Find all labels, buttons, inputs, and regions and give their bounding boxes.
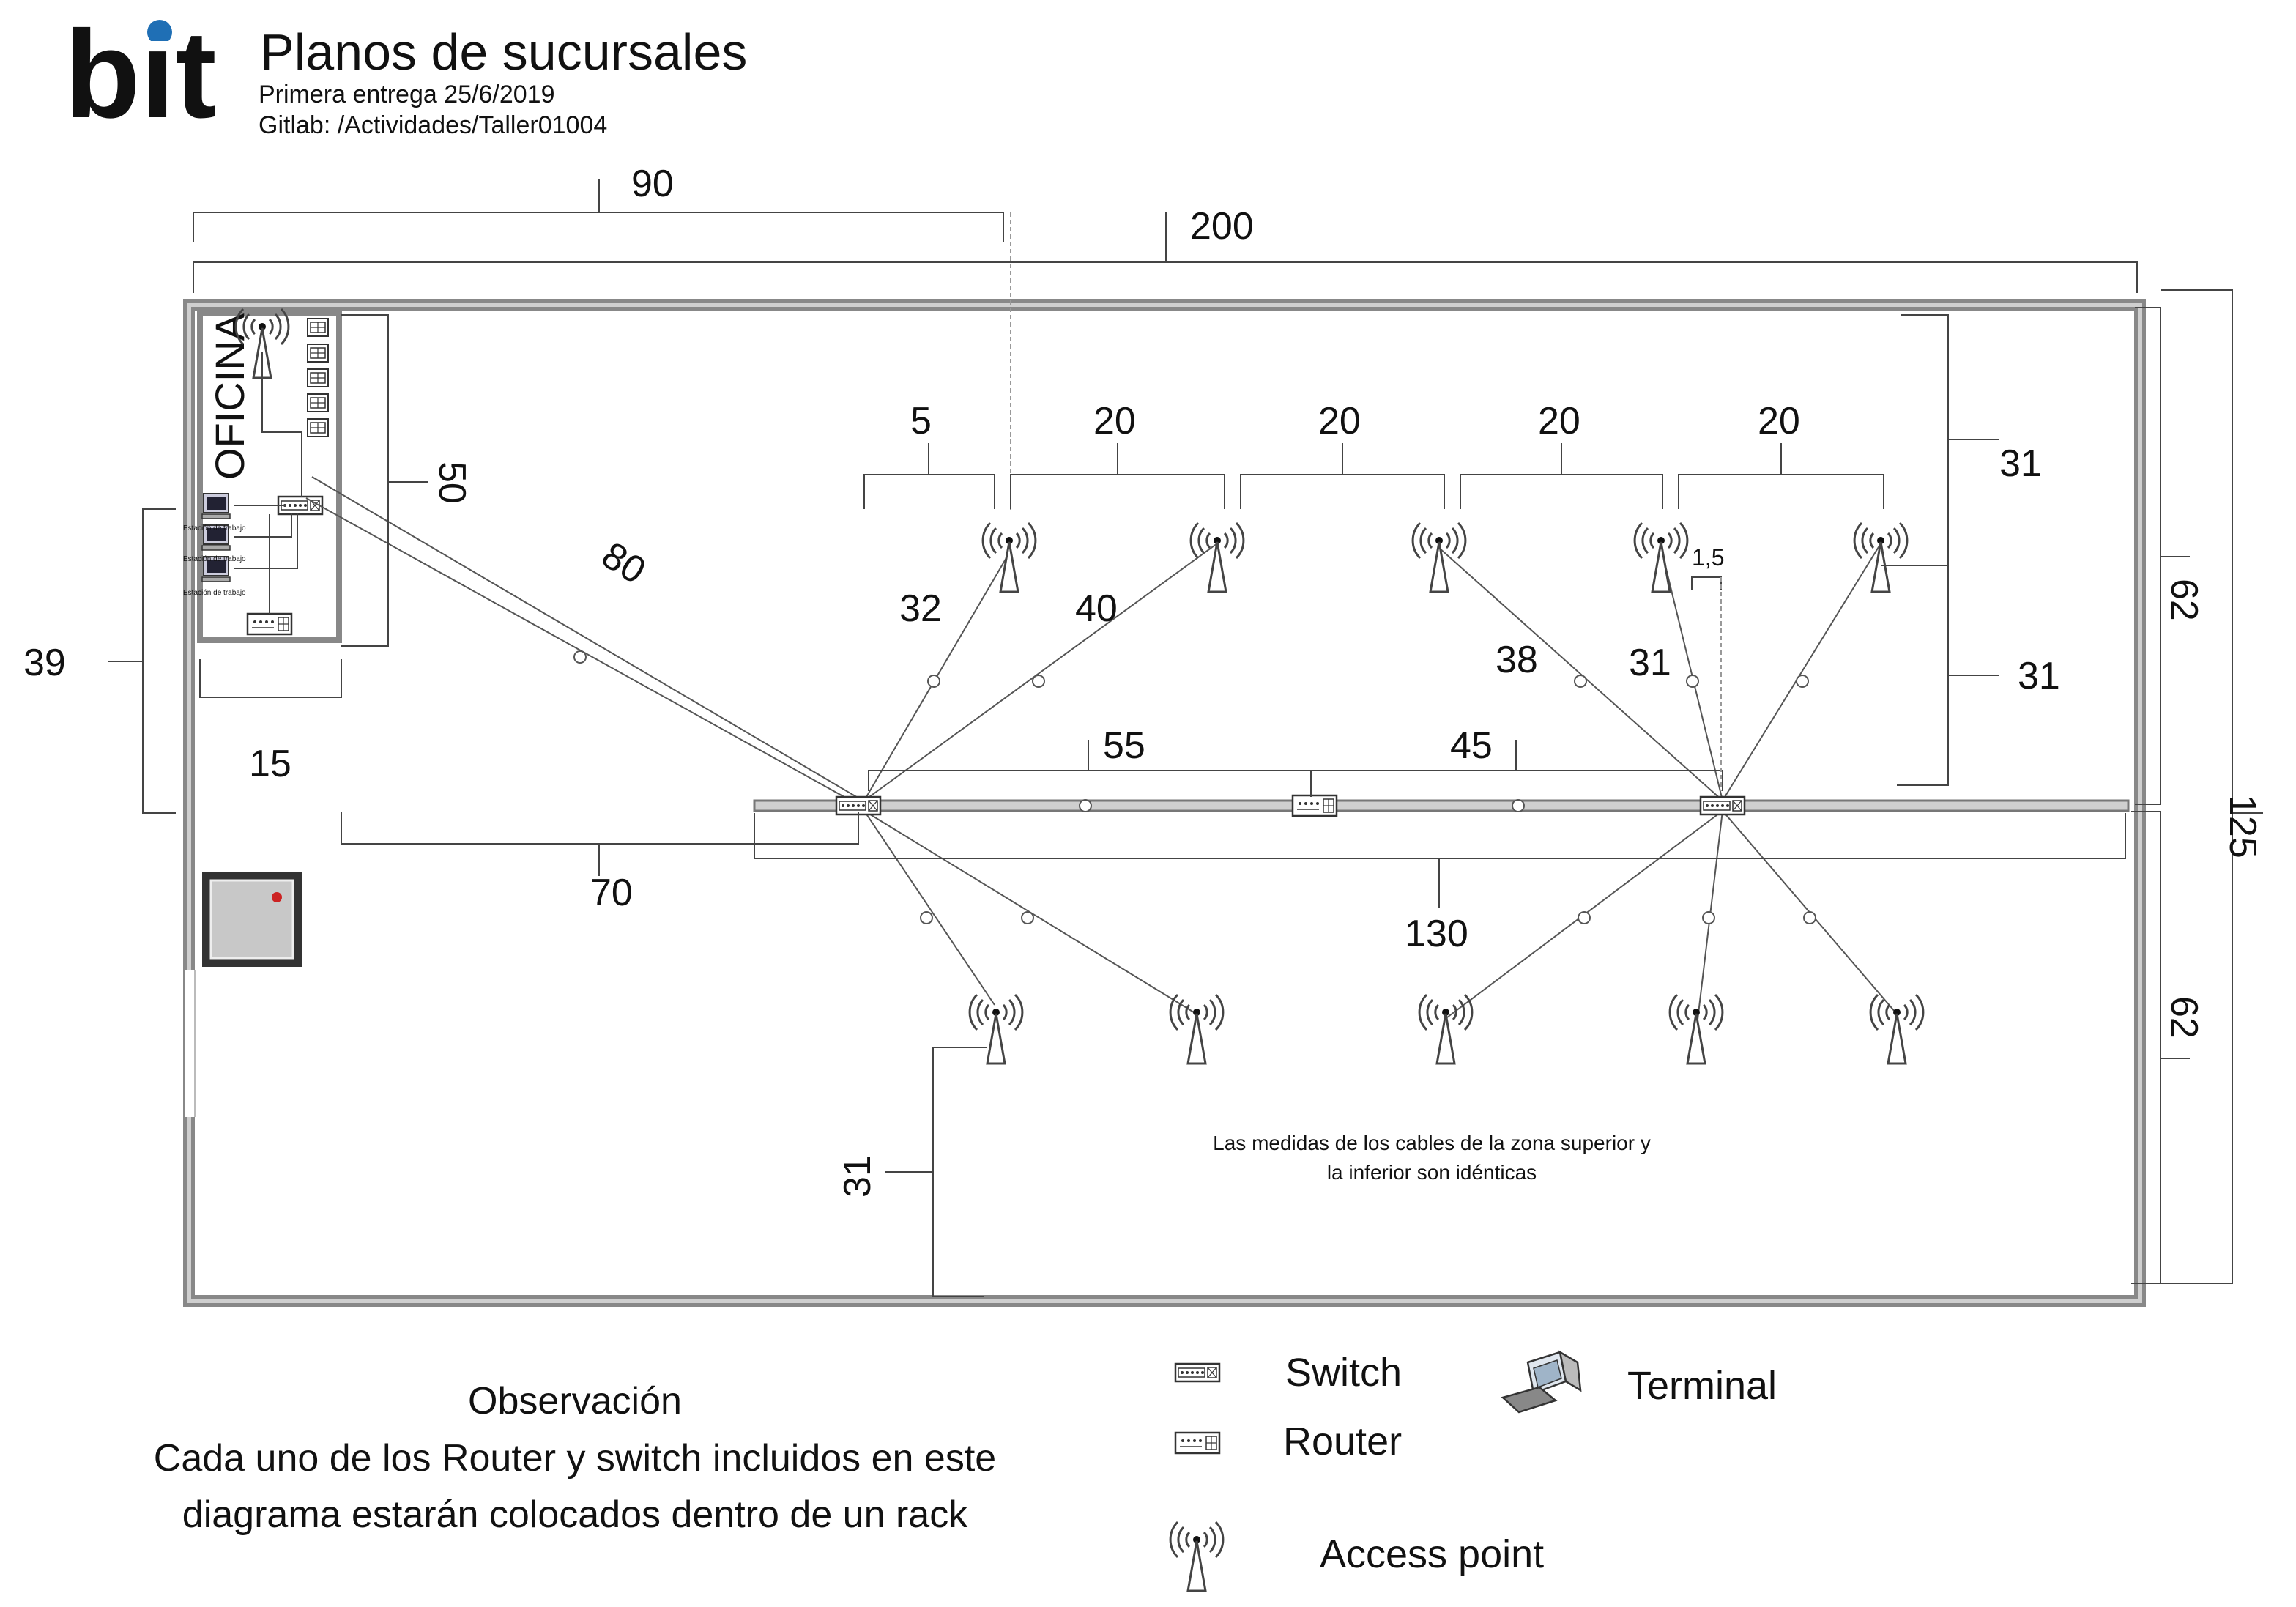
dim-125: 125 xyxy=(2221,795,2264,858)
delivery-date: Primera entrega 25/6/2019 xyxy=(259,81,554,108)
legend-router-icon xyxy=(1174,1431,1221,1455)
dim-31-bottom-left: 31 xyxy=(836,1155,879,1198)
dim-38: 38 xyxy=(1496,639,1538,681)
dim-31-cable: 31 xyxy=(1629,642,1671,684)
dim-1-5: 1,5 xyxy=(1692,544,1724,571)
gitlab-path: Gitlab: /Actividades/Taller01004 xyxy=(259,111,607,139)
dim-200: 200 xyxy=(1190,205,1254,248)
office-label: OFICINA xyxy=(207,313,253,480)
observation: Observación Cada uno de los Router y swi… xyxy=(154,1380,996,1536)
workstation-1-icon xyxy=(201,493,231,519)
cable-markers xyxy=(573,650,1816,924)
cable-note: Las medidas de los cables de la zona sup… xyxy=(1213,1132,1651,1184)
logo-dot xyxy=(147,20,172,45)
dim-70: 70 xyxy=(590,872,633,914)
cabling xyxy=(305,476,1896,1020)
access-point-icon xyxy=(968,993,1024,1065)
logo: bit xyxy=(64,5,217,144)
dim-62-lower: 62 xyxy=(2163,996,2205,1039)
office: OFICINA Estación de trabajo Estación de … xyxy=(183,308,329,636)
dim-20c: 20 xyxy=(1538,400,1580,442)
page-title: Planos de sucursales xyxy=(260,23,747,81)
access-point-icon xyxy=(1853,522,1909,593)
dim-45: 45 xyxy=(1450,724,1493,767)
observation-title: Observación xyxy=(468,1380,682,1422)
dim-5: 5 xyxy=(910,400,932,442)
dim-55: 55 xyxy=(1103,724,1145,767)
observation-line-2: diagrama estarán colocados dentro de un … xyxy=(182,1493,968,1536)
dim-50: 50 xyxy=(431,461,473,504)
router-center-icon xyxy=(1291,794,1338,817)
note-line-1: Las medidas de los cables de la zona sup… xyxy=(1213,1132,1651,1154)
office-patch-panels xyxy=(307,318,329,437)
legend-access-point-icon xyxy=(1169,1521,1225,1592)
workstation-3-label: Estación de trabajo xyxy=(183,589,246,597)
legend-terminal-label: Terminal xyxy=(1627,1364,1777,1408)
dim-130: 130 xyxy=(1405,913,1468,955)
access-point-icon xyxy=(1869,993,1925,1065)
dim-20d: 20 xyxy=(1758,400,1800,442)
dim-32: 32 xyxy=(899,587,942,630)
legend-terminal-icon xyxy=(1501,1350,1582,1414)
access-point-icon xyxy=(1668,993,1724,1065)
access-point-icon xyxy=(981,522,1037,593)
access-point-icon xyxy=(1411,522,1467,593)
legend-access-point-label: Access point xyxy=(1320,1532,1544,1576)
note-line-2: la inferior son idénticas xyxy=(1327,1161,1537,1184)
access-point-icon xyxy=(1189,522,1245,593)
access-point-icon xyxy=(1633,522,1689,593)
dim-80: 80 xyxy=(595,534,653,593)
workstation-1-label: Estación de trabajo xyxy=(183,524,246,532)
observation-line-1: Cada uno de los Router y switch incluido… xyxy=(154,1437,996,1480)
legend-router-label: Router xyxy=(1283,1419,1402,1463)
dimension-lines xyxy=(108,179,2263,1297)
dim-20b: 20 xyxy=(1318,400,1361,442)
dim-15: 15 xyxy=(249,743,291,785)
dim-20a: 20 xyxy=(1093,400,1136,442)
dim-31-top: 31 xyxy=(1999,442,2042,485)
dimension-labels: 90 200 5 20 20 20 20 31 31 62 62 125 50 … xyxy=(23,163,2264,1198)
dim-40: 40 xyxy=(1075,587,1118,630)
header: bit Planos de sucursales Primera entrega… xyxy=(64,5,747,144)
access-point-icon xyxy=(1169,993,1225,1065)
legend-switch-icon xyxy=(1174,1362,1221,1383)
workstation-2-label: Estación de trabajo xyxy=(183,555,246,563)
dim-90: 90 xyxy=(631,163,674,205)
dim-62-upper: 62 xyxy=(2163,579,2205,621)
office-router-icon xyxy=(246,612,293,636)
dim-31-mid: 31 xyxy=(2018,655,2060,697)
dim-39: 39 xyxy=(23,642,66,684)
legend: Switch Router Terminal Access point xyxy=(1169,1350,1777,1592)
building-walls xyxy=(183,299,2146,1307)
legend-switch-label: Switch xyxy=(1285,1351,1402,1395)
switch-right-icon xyxy=(1699,795,1746,816)
